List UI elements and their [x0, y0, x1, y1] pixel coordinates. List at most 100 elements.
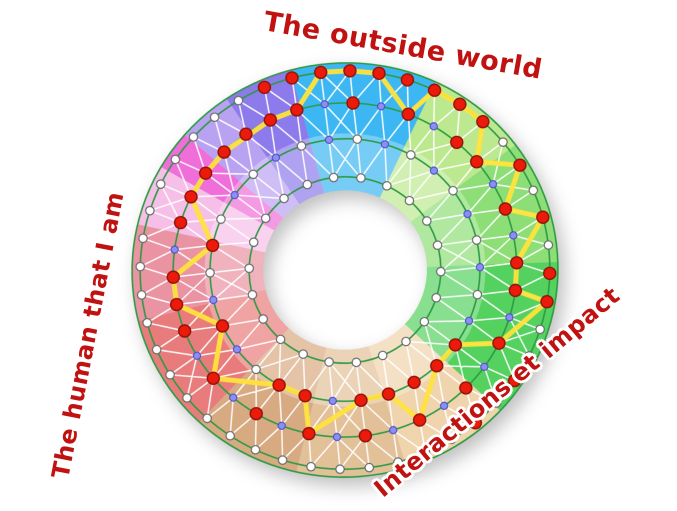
wheel-node-red[interactable] [302, 426, 316, 441]
wheel-node[interactable] [135, 261, 146, 272]
wheel-node-red[interactable] [206, 371, 221, 385]
wheel-node-red[interactable] [450, 135, 464, 150]
wheel-node[interactable] [209, 112, 220, 123]
wheel-node[interactable] [535, 324, 545, 335]
wheel-node[interactable] [229, 393, 238, 402]
wheel-node-red[interactable] [498, 202, 513, 216]
wheel-node[interactable] [324, 135, 334, 144]
wheel-node[interactable] [352, 134, 363, 144]
wheel-node-red[interactable] [492, 336, 506, 350]
wheel-node-red[interactable] [469, 155, 484, 169]
wheel-node[interactable] [250, 444, 261, 455]
sector-green-mid[interactable] [403, 141, 559, 279]
wheel-node[interactable] [277, 421, 286, 430]
wheel-node[interactable] [389, 425, 398, 435]
wheel-node-red[interactable] [536, 210, 550, 224]
wheel-node[interactable] [260, 213, 271, 224]
wheel-node[interactable] [406, 150, 416, 160]
wheel-node[interactable] [472, 289, 483, 300]
wheel-node-red[interactable] [346, 96, 360, 110]
wheel-node[interactable] [230, 190, 239, 200]
wheel-node[interactable] [380, 140, 390, 149]
wheel-node[interactable] [509, 231, 518, 240]
wheel-node-red[interactable] [468, 416, 483, 430]
wheel-node[interactable] [225, 430, 235, 441]
wheel-node-red[interactable] [173, 215, 188, 230]
wheel-node-red[interactable] [177, 324, 192, 338]
wheel-node-red[interactable] [257, 80, 272, 95]
wheel-node-red[interactable] [513, 158, 527, 172]
wheel-node[interactable] [296, 141, 307, 151]
wheel-node[interactable] [142, 318, 152, 328]
wheel-node[interactable] [209, 295, 218, 305]
wheel-node-red[interactable] [507, 373, 522, 388]
sector-rose[interactable] [125, 209, 271, 321]
wheel-node[interactable] [233, 95, 244, 106]
wheel-node-red[interactable] [249, 406, 263, 421]
wheel-node-red[interactable] [453, 97, 467, 111]
wheel-node[interactable] [404, 195, 415, 206]
wheel-node[interactable] [475, 263, 485, 272]
wheel-node[interactable] [332, 432, 342, 442]
wheel-node[interactable] [247, 289, 258, 300]
wheel-node[interactable] [528, 185, 539, 196]
wheel-node[interactable] [524, 351, 535, 361]
wheel-node-red[interactable] [401, 107, 415, 121]
wheel-node[interactable] [320, 100, 329, 109]
wheel-node-red[interactable] [290, 103, 304, 117]
wheel-node-red[interactable] [412, 413, 427, 427]
wheel-node[interactable] [432, 240, 443, 251]
wheel-node[interactable] [491, 398, 502, 408]
sector-tan-light[interactable] [367, 314, 506, 471]
wheel-node[interactable] [422, 216, 432, 226]
wheel-node-red[interactable] [430, 359, 444, 373]
wheel-node[interactable] [505, 313, 514, 322]
wheel-node[interactable] [188, 132, 199, 142]
wheel-node[interactable] [401, 336, 411, 347]
wheel-node-red[interactable] [400, 73, 415, 87]
wheel-node-red[interactable] [448, 338, 463, 352]
wheel-node-red[interactable] [407, 375, 421, 390]
wheel-node[interactable] [145, 205, 155, 216]
wheel-node[interactable] [377, 350, 388, 361]
wheel-node[interactable] [251, 364, 261, 375]
wheel-node[interactable] [429, 122, 438, 131]
wheel-node[interactable] [205, 267, 215, 278]
wheel-node-red[interactable] [239, 127, 253, 141]
wheel-node-red[interactable] [372, 66, 386, 80]
wheel-node[interactable] [244, 263, 254, 274]
wheel-node[interactable] [351, 357, 362, 368]
wheel-node[interactable] [431, 292, 442, 303]
wheel-node-red[interactable] [381, 387, 396, 401]
wheel-node[interactable] [182, 393, 192, 403]
wheel-node[interactable] [306, 461, 316, 472]
wheel-node[interactable] [436, 266, 446, 277]
wheel-node[interactable] [393, 457, 403, 467]
wheel-node[interactable] [480, 362, 489, 371]
wheel-node[interactable] [429, 166, 439, 175]
wheel-node[interactable] [232, 345, 242, 354]
wheel-node[interactable] [543, 240, 554, 250]
wheel-node-red[interactable] [215, 319, 230, 333]
wheel-node[interactable] [419, 316, 430, 327]
wheel-node[interactable] [464, 316, 474, 326]
wheel-node-red[interactable] [459, 381, 473, 395]
wheel-node[interactable] [138, 233, 148, 244]
wheel-node-red[interactable] [272, 378, 286, 392]
wheel-node[interactable] [170, 245, 179, 254]
wheel-node-red[interactable] [476, 114, 490, 129]
wheel-node[interactable] [302, 179, 313, 190]
wheel-node-red[interactable] [543, 266, 557, 281]
wheel-node[interactable] [258, 314, 268, 324]
wheel-node[interactable] [446, 434, 457, 445]
wheel-node[interactable] [356, 173, 366, 183]
wheel-node-red[interactable] [427, 83, 442, 97]
wheel-node-red[interactable] [198, 166, 213, 180]
wheel-node-red[interactable] [510, 256, 524, 270]
wheel-node[interactable] [364, 462, 375, 473]
wheel-node[interactable] [324, 357, 334, 367]
wheel-node-red[interactable] [205, 238, 220, 253]
wheel-node[interactable] [275, 334, 286, 345]
wheel-node[interactable] [151, 344, 162, 355]
wheel-node[interactable] [498, 137, 508, 147]
